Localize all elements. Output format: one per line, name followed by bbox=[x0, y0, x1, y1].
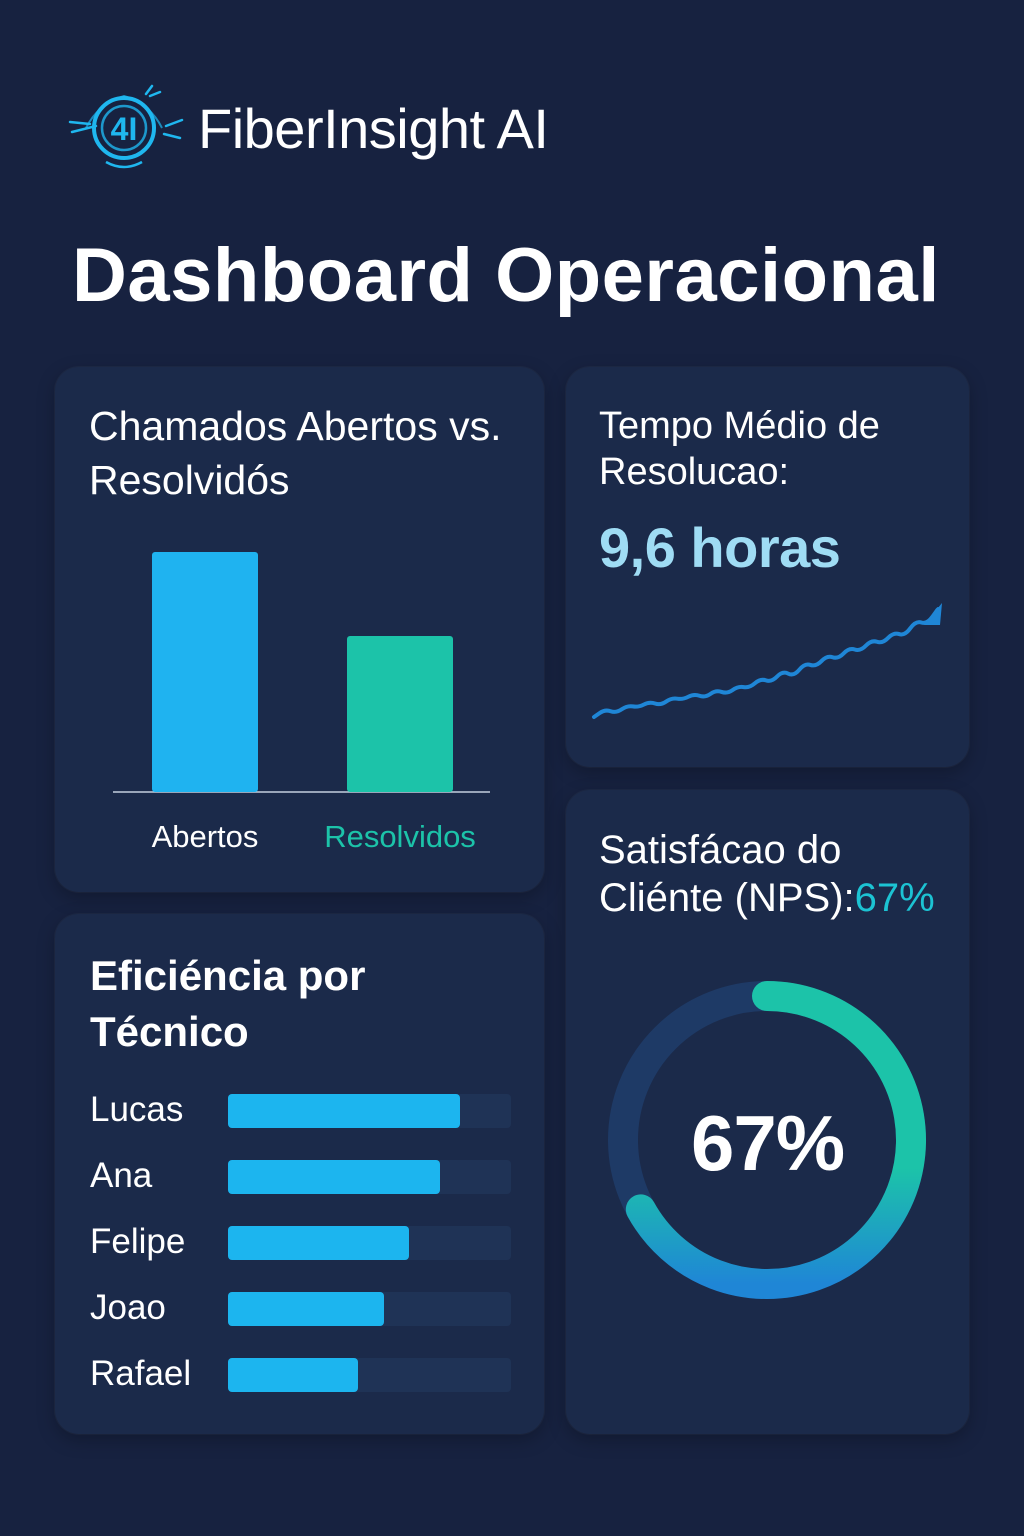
resolution-time-card: Tempo Médio de Resolucao: bbox=[566, 367, 969, 767]
tech-name: Ana bbox=[90, 1156, 153, 1195]
page-title: Dashboard Operacional bbox=[72, 233, 940, 318]
app-title: FiberInsight AI bbox=[198, 96, 549, 160]
tech-bar-fill bbox=[228, 1160, 441, 1194]
bar-label-resolvidos: Resolvidos bbox=[324, 819, 476, 854]
svg-text:4I: 4I bbox=[111, 111, 138, 147]
tickets-card-title: Chamados Abertos vs. Resolvidós bbox=[89, 403, 502, 503]
nps-donut-chart bbox=[608, 981, 926, 1299]
nps-title-text: Satisfácao do Cliénte (NPS): bbox=[599, 828, 855, 920]
tech-bar-fill bbox=[228, 1094, 461, 1128]
resolution-time-sparkline bbox=[592, 603, 942, 719]
nps-title-value: 67% bbox=[854, 876, 935, 920]
sparkline-line bbox=[592, 607, 940, 719]
bar-abertos bbox=[152, 552, 258, 792]
tech-row-lucas: Lucas bbox=[90, 1090, 511, 1130]
bar-resolvidos bbox=[347, 636, 453, 792]
tech-row-ana: Ana bbox=[90, 1156, 511, 1196]
nps-card: Satisfácao do Cliénte (NPS):67% bbox=[566, 790, 969, 1434]
tech-bar-fill bbox=[228, 1226, 410, 1260]
tech-name: Joao bbox=[90, 1288, 166, 1327]
tickets-bar-chart: Abertos Resolvidos bbox=[113, 552, 490, 854]
tech-bar-track bbox=[228, 1160, 511, 1194]
tech-bar-fill bbox=[228, 1292, 384, 1326]
tech-name: Rafael bbox=[90, 1354, 192, 1393]
tech-name: Felipe bbox=[90, 1222, 186, 1261]
app-header: 4I FiberInsight AI bbox=[66, 82, 549, 174]
nps-card-title: Satisfácao do Cliénte (NPS):67% bbox=[599, 826, 959, 922]
efficiency-card-title: Eficiéncia por Técnico bbox=[90, 952, 366, 1055]
resolution-time-title: Tempo Médio de Resolucao: bbox=[599, 405, 880, 493]
nps-center-label: 67% bbox=[690, 1099, 845, 1187]
tech-bar-track bbox=[228, 1226, 511, 1260]
tech-row-joao: Joao bbox=[90, 1288, 511, 1328]
sparkline-arrow bbox=[924, 603, 942, 625]
resolution-time-value: 9,6 horas bbox=[599, 516, 841, 579]
tickets-card: Chamados Abertos vs. Resolvidós Abertos R… bbox=[55, 367, 544, 892]
bar-label-abertos: Abertos bbox=[152, 819, 259, 854]
fiberinsight-logo-icon: 4I bbox=[68, 84, 184, 169]
tech-name: Lucas bbox=[90, 1090, 184, 1129]
tech-bar-track bbox=[228, 1358, 511, 1392]
tech-row-felipe: Felipe bbox=[90, 1222, 511, 1262]
tech-bar-fill bbox=[228, 1358, 359, 1392]
tech-row-rafael: Rafael bbox=[90, 1354, 511, 1394]
donut-value-arc bbox=[625, 981, 926, 1299]
tech-bar-track bbox=[228, 1292, 511, 1326]
tech-bar-track bbox=[228, 1094, 511, 1128]
efficiency-card: Eficiéncia por Técnico Lucas Ana Felipe Joa… bbox=[55, 914, 544, 1434]
